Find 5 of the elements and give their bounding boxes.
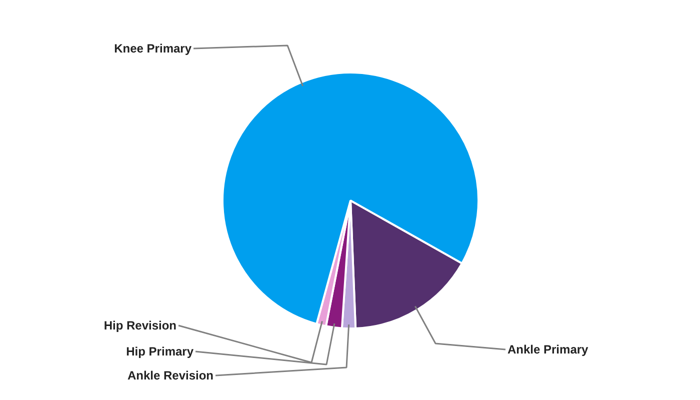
slice-label: Knee Primary [114,42,192,56]
slice-label: Hip Primary [126,344,194,358]
slice-label: Ankle Revision [127,368,214,382]
slice-label: Hip Revision [104,318,177,332]
slice-label: Ankle Primary [508,342,589,356]
